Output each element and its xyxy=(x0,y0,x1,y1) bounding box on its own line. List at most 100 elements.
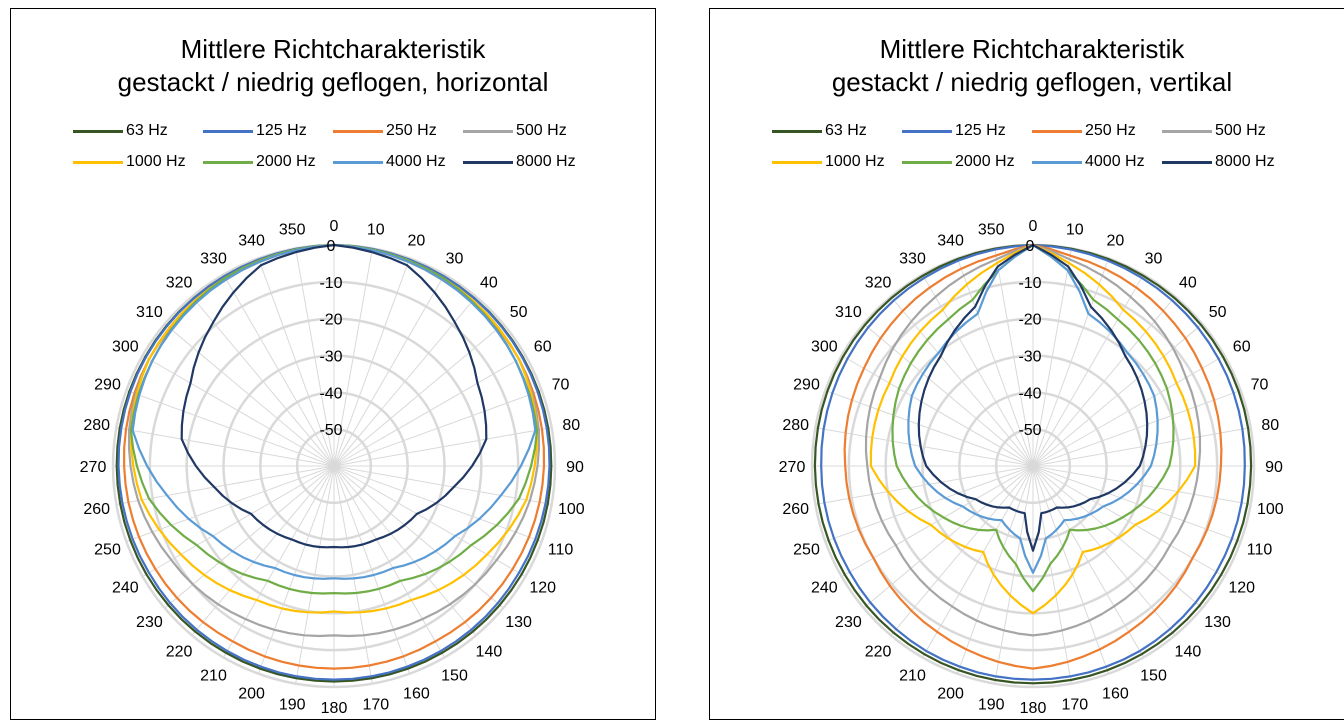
chart-title-line-2: gestackt / niedrig geflogen, vertikal xyxy=(831,67,1233,97)
grid-spoke xyxy=(333,258,411,467)
angle-label: 200 xyxy=(238,686,265,703)
grid-spoke xyxy=(922,465,1034,658)
legend-label: 4000 Hz xyxy=(386,153,446,170)
grid-spoke xyxy=(1032,427,1251,467)
angle-label: 230 xyxy=(136,614,163,631)
legend-swatch xyxy=(902,161,952,164)
chart-title: Mittlere Richtcharakteristik gestackt / … xyxy=(11,33,655,99)
legend-swatch xyxy=(73,161,123,164)
angle-label: 270 xyxy=(779,459,806,476)
legend-swatch xyxy=(772,161,822,164)
angle-label: 210 xyxy=(200,668,227,685)
angle-label: 50 xyxy=(1209,304,1227,321)
legend-label: 4000 Hz xyxy=(1085,153,1145,170)
angle-label: 160 xyxy=(1102,686,1129,703)
chart-title-line-1: Mittlere Richtcharakteristik xyxy=(180,34,486,64)
legend-label: 125 Hz xyxy=(955,122,1006,139)
legend-label: 125 Hz xyxy=(256,122,307,139)
radial-label: -20 xyxy=(1018,312,1041,329)
angle-label: 10 xyxy=(367,222,385,239)
series-line xyxy=(820,243,1246,681)
legend-label: 2000 Hz xyxy=(256,153,316,170)
angle-label: 120 xyxy=(1228,580,1255,597)
angle-label: 240 xyxy=(811,580,838,597)
grid-spoke xyxy=(1032,296,1176,467)
angle-label: 90 xyxy=(566,459,584,476)
grid-spoke xyxy=(863,465,1034,609)
angle-label: 280 xyxy=(83,417,110,434)
grid-spoke xyxy=(956,465,1034,674)
grid-spoke xyxy=(295,465,335,684)
angle-label: 220 xyxy=(166,644,193,661)
grid-spoke xyxy=(333,296,477,467)
grid-spoke xyxy=(333,323,504,467)
grid-spoke xyxy=(815,427,1034,467)
angle-label: 140 xyxy=(476,644,503,661)
grid-spoke xyxy=(333,465,552,505)
grid-spoke xyxy=(1032,274,1144,467)
radial-label: 0 xyxy=(1026,238,1035,255)
series-line xyxy=(117,243,551,681)
grid-spoke xyxy=(223,465,335,658)
angle-label: 230 xyxy=(835,614,862,631)
grid-spoke xyxy=(333,465,542,543)
series-line xyxy=(843,243,1223,670)
radial-label: -40 xyxy=(319,385,342,402)
angle-label: 300 xyxy=(112,339,139,356)
angle-label: 330 xyxy=(899,250,926,267)
angle-label: 0 xyxy=(1029,218,1038,235)
grid-spoke xyxy=(333,465,445,658)
grid-spoke xyxy=(1032,465,1144,658)
chart-title: Mittlere Richtcharakteristik gestackt / … xyxy=(710,33,1344,99)
grid-spoke xyxy=(890,465,1034,636)
legend-swatch xyxy=(463,161,513,164)
angle-label: 170 xyxy=(362,696,389,713)
angle-label: 180 xyxy=(321,700,348,717)
angle-label: 350 xyxy=(279,222,306,239)
grid-spoke xyxy=(333,389,542,467)
angle-label: 30 xyxy=(446,250,464,267)
grid-spoke xyxy=(116,427,335,467)
angle-label: 10 xyxy=(1066,222,1084,239)
angle-label: 350 xyxy=(978,222,1005,239)
angle-label: 260 xyxy=(782,501,809,518)
legend-swatch xyxy=(463,130,513,133)
angle-label: 160 xyxy=(403,686,430,703)
series-line xyxy=(864,243,1202,637)
angle-label: 80 xyxy=(562,417,580,434)
grid-spoke xyxy=(295,248,335,467)
angle-label: 290 xyxy=(94,377,121,394)
legend-label: 63 Hz xyxy=(825,122,867,139)
grid-spoke xyxy=(1032,323,1203,467)
radial-label: -40 xyxy=(1018,385,1041,402)
grid-spoke xyxy=(116,465,335,505)
angle-label: 280 xyxy=(782,417,809,434)
grid-spoke xyxy=(257,465,335,674)
angle-label: 210 xyxy=(899,668,926,685)
angle-label: 260 xyxy=(83,501,110,518)
radial-label: -20 xyxy=(319,312,342,329)
angle-label: 180 xyxy=(1020,700,1047,717)
grid-spoke xyxy=(922,274,1034,467)
angle-label: 250 xyxy=(94,541,121,558)
grid-spoke xyxy=(1032,465,1110,674)
legend-label: 500 Hz xyxy=(1215,122,1266,139)
legend-swatch xyxy=(1032,161,1082,164)
grid-spoke xyxy=(1032,465,1241,543)
angle-label: 30 xyxy=(1145,250,1163,267)
series-line xyxy=(131,243,537,580)
angle-label: 140 xyxy=(1175,644,1202,661)
angle-label: 200 xyxy=(937,686,964,703)
angle-label: 110 xyxy=(548,541,574,558)
radial-label: -10 xyxy=(319,275,342,292)
angle-label: 70 xyxy=(552,377,570,394)
series-line xyxy=(813,243,1253,685)
legend-label: 1000 Hz xyxy=(825,153,885,170)
series-line xyxy=(180,243,488,549)
angle-label: 340 xyxy=(937,233,964,250)
series-line xyxy=(917,244,1149,552)
legend-swatch xyxy=(1162,130,1212,133)
angle-label: 80 xyxy=(1261,417,1279,434)
